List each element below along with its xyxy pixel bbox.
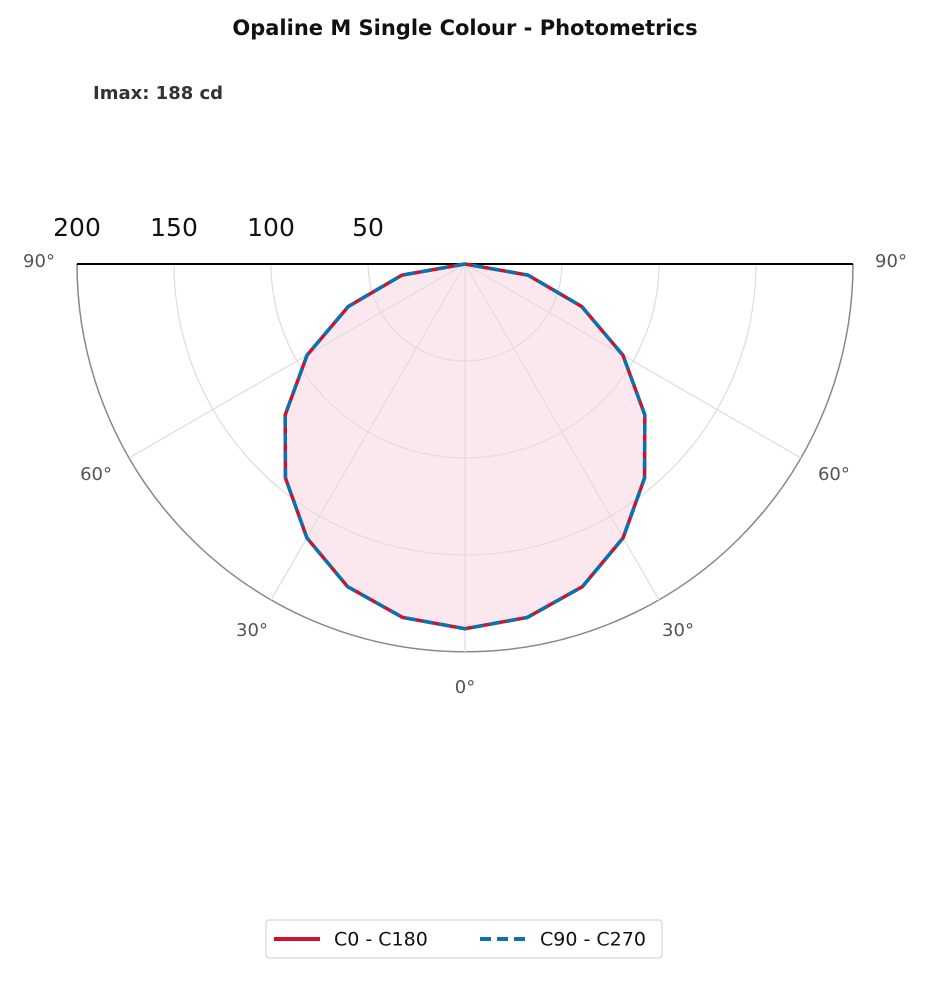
angle-grid [464, 263, 802, 459]
series-line [283, 262, 647, 631]
r-tick-label: 100 [247, 213, 295, 242]
annotation: Imax: 188 cd [93, 83, 223, 104]
legend-label: C0 - C180 [334, 929, 428, 951]
theta-tick-label: 0° [455, 677, 475, 698]
angle-grid [464, 263, 660, 601]
r-tick-label: 150 [150, 213, 198, 242]
r-tick-label: 50 [352, 213, 384, 242]
theta-tick-label: 60° [818, 464, 850, 485]
theta-tick-label: 90° [875, 251, 907, 272]
theta-tick-label: 30° [662, 620, 694, 641]
theta-tick-label: 30° [236, 620, 268, 641]
angle-grid [270, 263, 466, 601]
theta-tick-label: 90° [23, 251, 55, 272]
r-tick-label: 200 [53, 213, 101, 242]
legend-box [265, 919, 663, 959]
theta-tick-label: 60° [80, 464, 112, 485]
angle-grid [128, 263, 466, 459]
chart-title: Opaline M Single Colour - Photometrics [232, 16, 697, 40]
legend: C0 - C180 C90 - C270 [265, 919, 663, 959]
legend-label: C90 - C270 [540, 929, 646, 951]
